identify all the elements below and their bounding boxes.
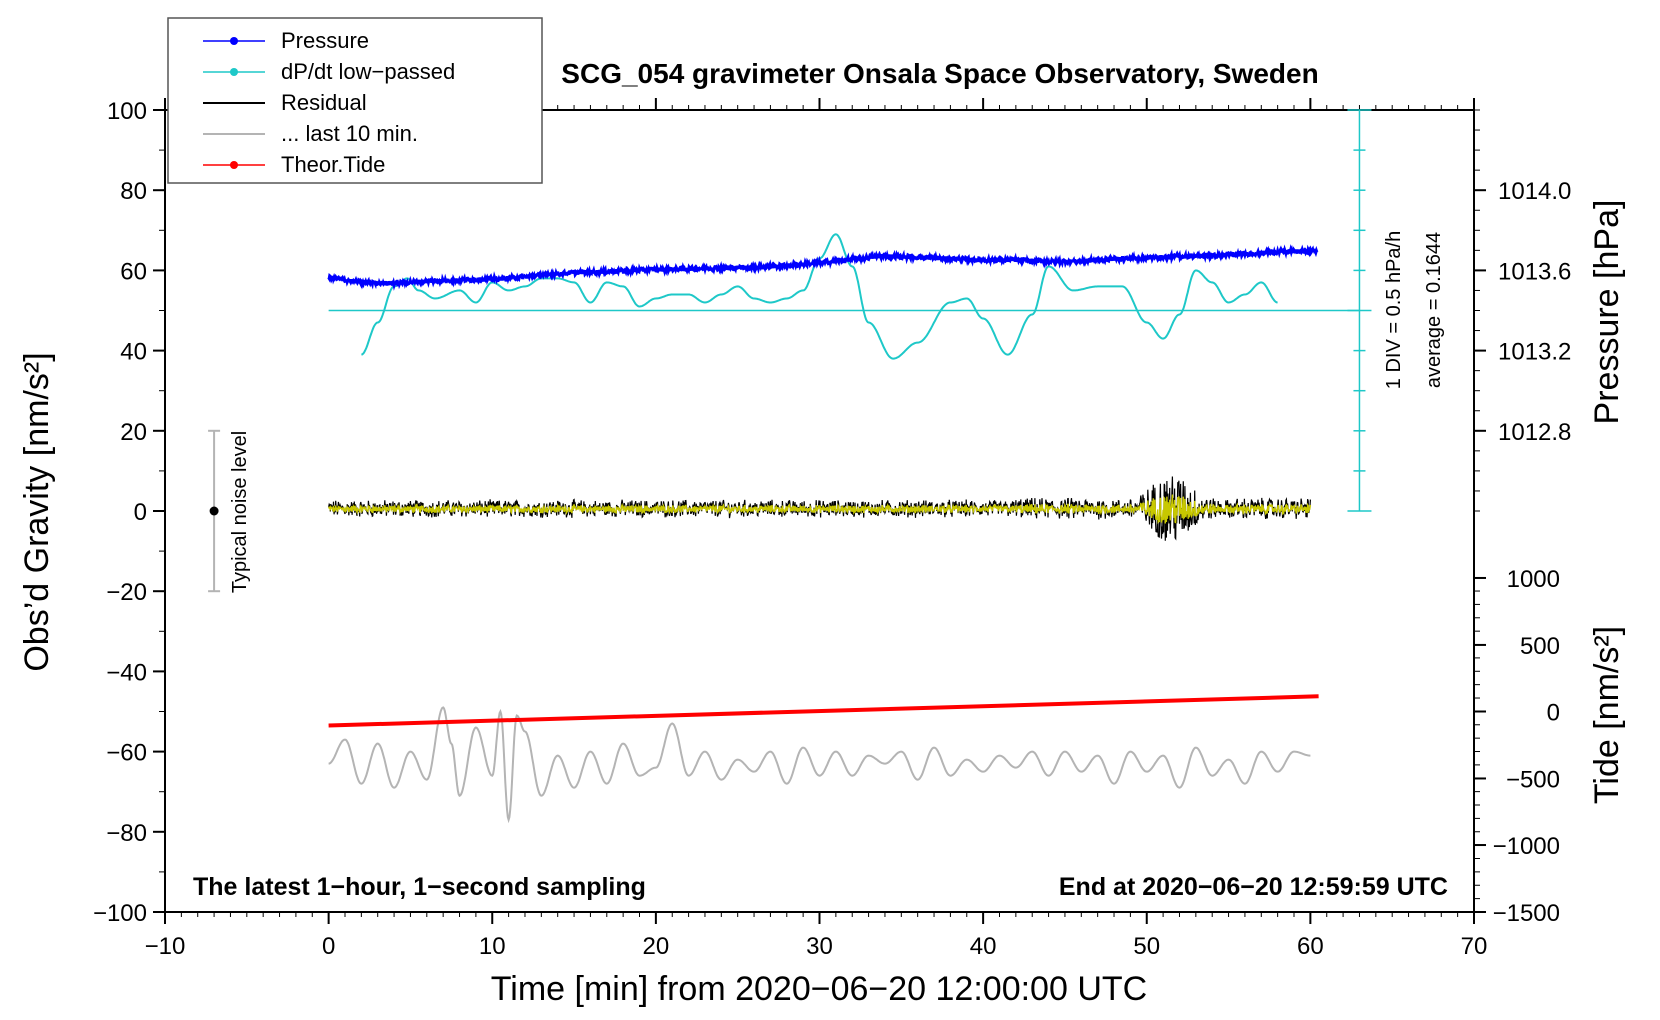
series-last-10-min	[328, 706, 1311, 824]
y-tick-label: −80	[106, 820, 147, 847]
tide-tick-label: −1000	[1493, 833, 1560, 860]
pressure-tick-label: 1014.0	[1498, 178, 1571, 205]
y-tick-label: 100	[107, 98, 147, 125]
sampling-note: The latest 1−hour, 1−second sampling	[193, 873, 646, 901]
x-tick-label: 20	[643, 933, 670, 960]
y-tick-label: −40	[106, 659, 147, 686]
x-tick-label: 50	[1133, 933, 1160, 960]
y-tick-label: −100	[93, 900, 147, 927]
series-residual-smoothed	[327, 494, 1312, 525]
legend-pressure-marker	[230, 37, 238, 45]
legend-tide-label: Theor.Tide	[281, 152, 385, 177]
x-axis-label: Time [min] from 2020−06−20 12:00:00 UTC	[491, 970, 1147, 1008]
tide-axis-label: Tide [nm/s²]	[1588, 626, 1626, 804]
x-tick-label: 60	[1297, 933, 1324, 960]
pressure-tick-label: 1013.6	[1498, 258, 1571, 285]
legend-box	[167, 17, 543, 184]
tide-tick-label: −500	[1506, 766, 1560, 793]
legend: Pressure dP/dt low−passed Residual ... l…	[167, 17, 543, 184]
y-tick-label: 40	[120, 339, 147, 366]
y-tick-label: −60	[106, 740, 147, 767]
legend-dpdt-marker	[230, 68, 238, 76]
tide-tick-label: 0	[1547, 700, 1560, 727]
y-tick-label: 0	[134, 499, 147, 526]
legend-last10-label: ... last 10 min.	[281, 121, 418, 146]
pressure-tick-label: 1012.8	[1498, 419, 1571, 446]
legend-dpdt-label: dP/dt low−passed	[281, 59, 455, 84]
dpdt-scale-label: 1 DIV = 0.5 hPa/h	[1383, 231, 1405, 389]
legend-residual-label: Residual	[281, 90, 367, 115]
series-pressure	[327, 243, 1319, 291]
legend-tide-marker	[230, 161, 238, 169]
x-tick-label: 30	[806, 933, 833, 960]
noise-bar-center	[209, 506, 219, 516]
noise-level-label: Typical noise level	[229, 431, 251, 593]
x-tick-label: 0	[322, 933, 335, 960]
tide-tick-label: 500	[1520, 633, 1560, 660]
x-tick-label: 70	[1461, 933, 1488, 960]
legend-pressure-label: Pressure	[281, 28, 369, 53]
y-tick-label: 20	[120, 419, 147, 446]
x-tick-label: 40	[970, 933, 997, 960]
y-tick-label: 60	[120, 258, 147, 285]
series-theoretical-tide	[328, 694, 1319, 728]
y-tick-label: 80	[120, 178, 147, 205]
y-axis-label: Obs’d Gravity [nm/s²]	[18, 352, 56, 671]
x-tick-label: 10	[479, 933, 506, 960]
chart-title: SCG_054 gravimeter Onsala Space Observat…	[561, 58, 1318, 89]
x-tick-label: −10	[145, 933, 186, 960]
tide-tick-label: −1500	[1493, 900, 1560, 927]
tide-tick-label: 1000	[1507, 566, 1560, 593]
y-tick-label: −20	[106, 579, 147, 606]
end-time-note: End at 2020−06−20 12:59:59 UTC	[1059, 873, 1448, 901]
pressure-axis-label: Pressure [hPa]	[1588, 200, 1626, 425]
pressure-tick-label: 1013.2	[1498, 339, 1571, 366]
dpdt-average-label: average = 0.1644	[1423, 232, 1445, 388]
